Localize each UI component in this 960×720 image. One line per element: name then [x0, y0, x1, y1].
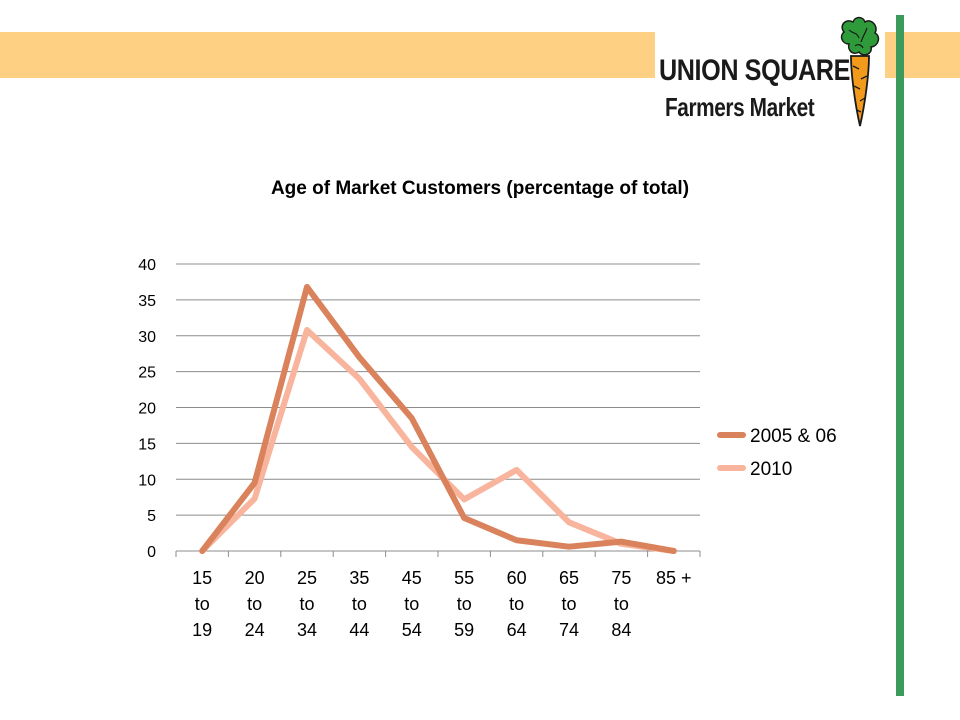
y-tick-label: 15 [138, 436, 156, 453]
logo-line-2: Farmers Market [665, 92, 815, 122]
x-tick-label: 60 to 64 [507, 568, 527, 640]
y-axis-labels: 0 5 10 15 20 25 30 35 40 [138, 257, 156, 561]
y-tick-label: 5 [147, 508, 156, 525]
x-tick-label: 35 to 44 [349, 568, 369, 640]
x-tick-label-line: 35 [349, 568, 369, 588]
x-tick-label-line: 84 [611, 620, 631, 640]
x-tick-label-line: to [404, 594, 419, 614]
x-tick-label-line: to [614, 594, 629, 614]
x-tick-label-line: 25 [297, 568, 317, 588]
x-tick-label: 20 to 24 [245, 568, 265, 640]
x-tick-label-line: 85 + [656, 568, 692, 588]
side-accent-bar [896, 15, 904, 696]
legend-label: 2005 & 06 [750, 426, 837, 447]
series-lines [199, 283, 677, 554]
x-tick-label: 85 + [656, 568, 692, 588]
y-tick-label: 35 [138, 293, 156, 310]
x-tick-label-line: 19 [192, 620, 212, 640]
y-tick-label: 0 [147, 544, 156, 561]
x-tick-label-line: 24 [245, 620, 265, 640]
chart-title: Age of Market Customers (percentage of t… [270, 178, 690, 199]
x-tick-label-line: 75 [611, 568, 631, 588]
carrot-icon [840, 16, 880, 127]
y-tick-label: 30 [138, 329, 156, 346]
x-tick-label: 65 to 74 [559, 568, 579, 640]
gridlines [175, 263, 701, 557]
logo-line-1: UNION SQUARE [659, 54, 850, 87]
x-tick-label: 55 to 59 [454, 568, 474, 640]
x-tick-label-line: to [299, 594, 314, 614]
x-tick-label-line: 44 [349, 620, 369, 640]
x-tick-label-line: to [457, 594, 472, 614]
legend: 2005 & 06 2010 [717, 426, 837, 480]
series-line-2010 [199, 327, 677, 554]
x-tick-label-line: 65 [559, 568, 579, 588]
y-tick-label: 10 [138, 472, 156, 489]
x-tick-label-line: to [195, 594, 210, 614]
y-tick-label: 40 [138, 257, 156, 274]
y-tick-label: 25 [138, 365, 156, 382]
x-tick-label-line: to [352, 594, 367, 614]
x-tick-label-line: 15 [192, 568, 212, 588]
x-tick-label-line: 45 [402, 568, 422, 588]
x-tick-label-line: to [247, 594, 262, 614]
x-tick-label-line: 54 [402, 620, 422, 640]
x-axis-labels: 15 to 19 20 to 24 25 to 34 35 to 44 45 to 54 55 to 59 60 to… [192, 568, 691, 640]
y-tick-label: 20 [138, 401, 156, 418]
x-tick-label-line: 59 [454, 620, 474, 640]
x-tick-label-line: 34 [297, 620, 317, 640]
legend-label: 2010 [750, 459, 792, 480]
x-tick-label-line: to [509, 594, 524, 614]
series-line-2005-06 [199, 283, 677, 554]
x-tick-label: 15 to 19 [192, 568, 212, 640]
x-tick-label-line: 55 [454, 568, 474, 588]
x-tick-label: 75 to 84 [611, 568, 631, 640]
x-tick-label-line: 20 [245, 568, 265, 588]
x-tick-label: 25 to 34 [297, 568, 317, 640]
x-tick-label: 45 to 54 [402, 568, 422, 640]
x-tick-label-line: 60 [507, 568, 527, 588]
x-tick-label-line: 64 [507, 620, 527, 640]
x-tick-label-line: 74 [559, 620, 579, 640]
top-banner-left [0, 32, 655, 78]
union-square-logo: UNION SQUARE Farmers Market [655, 14, 885, 132]
x-tick-label-line: to [561, 594, 576, 614]
